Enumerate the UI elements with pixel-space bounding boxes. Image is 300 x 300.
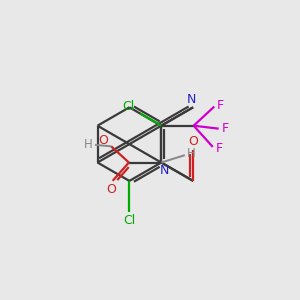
Text: H: H: [84, 138, 93, 151]
Text: O: O: [188, 135, 198, 148]
Text: Cl: Cl: [123, 100, 135, 113]
Text: O: O: [106, 182, 116, 196]
Text: H: H: [187, 147, 196, 160]
Text: O: O: [98, 134, 108, 147]
Text: F: F: [222, 122, 229, 135]
Text: F: F: [216, 142, 223, 155]
Text: F: F: [217, 99, 224, 112]
Text: N: N: [187, 93, 196, 106]
Text: Cl: Cl: [123, 214, 136, 227]
Text: N: N: [160, 164, 170, 177]
